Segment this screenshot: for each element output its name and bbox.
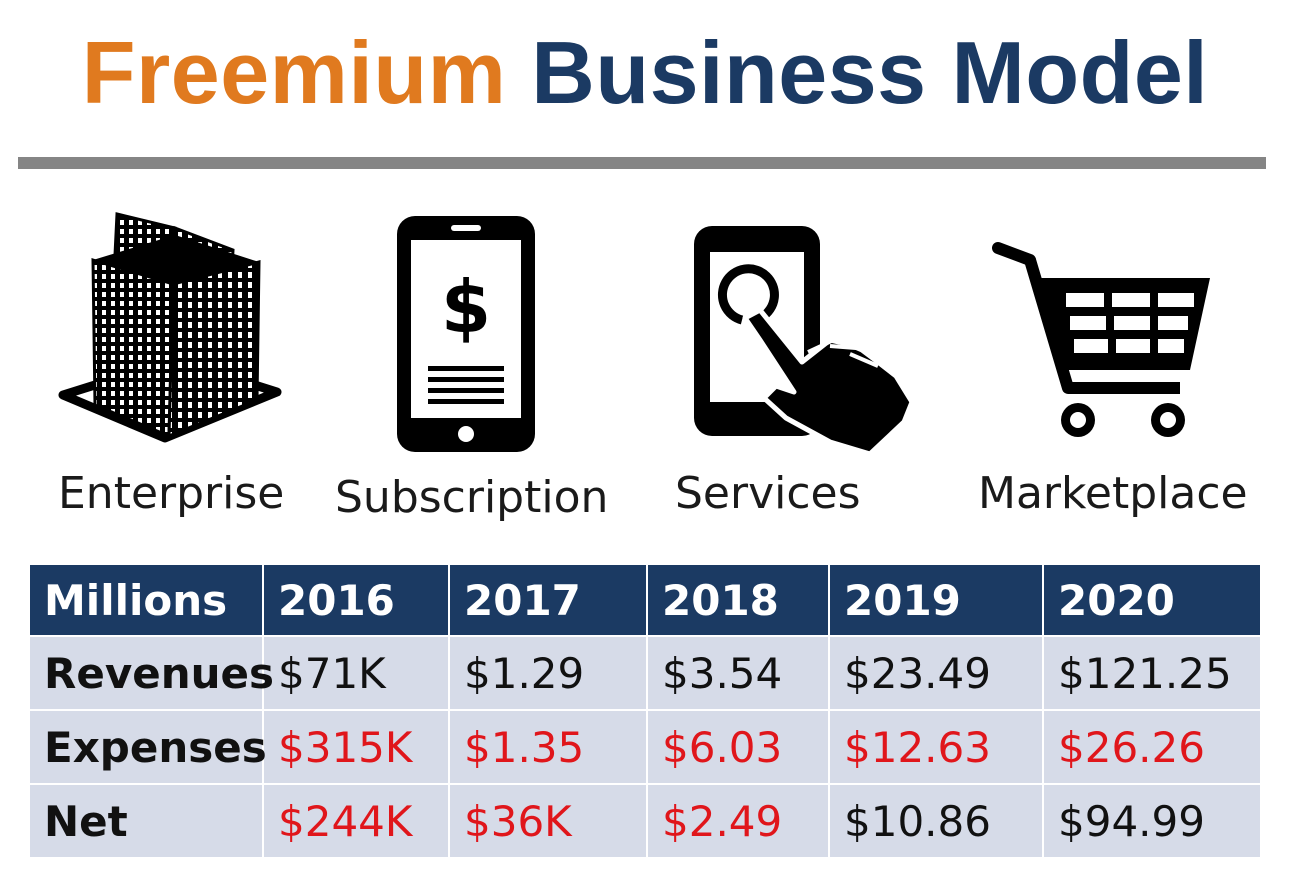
table-cell: $1.35 — [448, 709, 648, 785]
label-marketplace: Marketplace — [978, 468, 1248, 519]
table-cell: $3.54 — [646, 635, 830, 711]
table-cell: $71K — [262, 635, 450, 711]
svg-text:$: $ — [441, 265, 491, 349]
table-header-row: Millions 2016 2017 2018 2019 2020 — [28, 563, 1262, 637]
row-label: Revenues — [28, 635, 274, 711]
phone-dollar-icon: $ — [395, 214, 537, 454]
divider — [18, 157, 1266, 169]
label-enterprise: Enterprise — [58, 468, 285, 519]
table-cell: $23.49 — [828, 635, 1044, 711]
table-cell: $6.03 — [646, 709, 830, 785]
header-cell: 2016 — [262, 563, 450, 637]
title-word-business-model: Business Model — [531, 23, 1209, 122]
table-cell: $244K — [262, 783, 450, 859]
table-cell: $12.63 — [828, 709, 1044, 785]
page-title: Freemium Business Model — [0, 18, 1290, 128]
table-row: Net $244K $36K $2.49 $10.86 $94.99 — [28, 783, 1262, 859]
building-icon — [55, 200, 285, 450]
table-cell: $36K — [448, 783, 648, 859]
title-word-freemium: Freemium — [81, 23, 507, 122]
table-cell: $1.29 — [448, 635, 648, 711]
label-services: Services — [675, 468, 861, 519]
icon-row: Enterprise $ Subscription Services — [0, 200, 1290, 530]
table-cell: $26.26 — [1042, 709, 1262, 785]
header-cell: 2020 — [1042, 563, 1262, 637]
financials-table: Millions 2016 2017 2018 2019 2020 Revenu… — [28, 563, 1262, 859]
table-row: Expenses $315K $1.35 $6.03 $12.63 $26.26 — [28, 709, 1262, 785]
table-cell: $121.25 — [1042, 635, 1262, 711]
header-cell: 2017 — [448, 563, 648, 637]
header-cell: 2019 — [828, 563, 1044, 637]
table-cell: $10.86 — [828, 783, 1044, 859]
row-label: Expenses — [28, 709, 267, 785]
label-subscription: Subscription — [335, 472, 609, 523]
table-cell: $315K — [262, 709, 450, 785]
table-cell: $94.99 — [1042, 783, 1262, 859]
header-cell: Millions — [28, 563, 264, 637]
row-label: Net — [28, 783, 264, 859]
header-cell: 2018 — [646, 563, 830, 637]
table-row: Revenues $71K $1.29 $3.54 $23.49 $121.25 — [28, 635, 1262, 711]
table-cell: $2.49 — [646, 783, 830, 859]
phone-tap-icon — [690, 222, 920, 457]
shopping-cart-icon — [990, 238, 1215, 448]
